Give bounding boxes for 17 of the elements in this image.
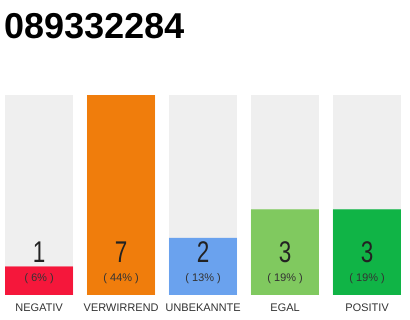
x-tick-label: UNBEKANNTE xyxy=(165,302,241,314)
data-label: 3 xyxy=(278,234,292,269)
chart-title: 089332284 xyxy=(4,5,184,46)
data-label: 7 xyxy=(114,234,128,269)
annotation: ( 19% ) xyxy=(267,272,303,284)
data-label: 1 xyxy=(32,234,46,269)
x-tick-label: EGAL xyxy=(270,302,300,314)
data-label: 3 xyxy=(360,234,374,269)
annotation: ( 44% ) xyxy=(103,272,139,284)
x-tick-label: VERWIRREND xyxy=(84,302,159,314)
annotation: ( 6% ) xyxy=(24,272,54,284)
data-label: 2 xyxy=(196,234,210,269)
annotation: ( 19% ) xyxy=(349,272,385,284)
x-tick-label: POSITIV xyxy=(345,302,390,314)
annotation: ( 13% ) xyxy=(185,272,221,284)
x-tick-label: NEGATIV xyxy=(15,302,64,314)
bar xyxy=(5,266,74,295)
